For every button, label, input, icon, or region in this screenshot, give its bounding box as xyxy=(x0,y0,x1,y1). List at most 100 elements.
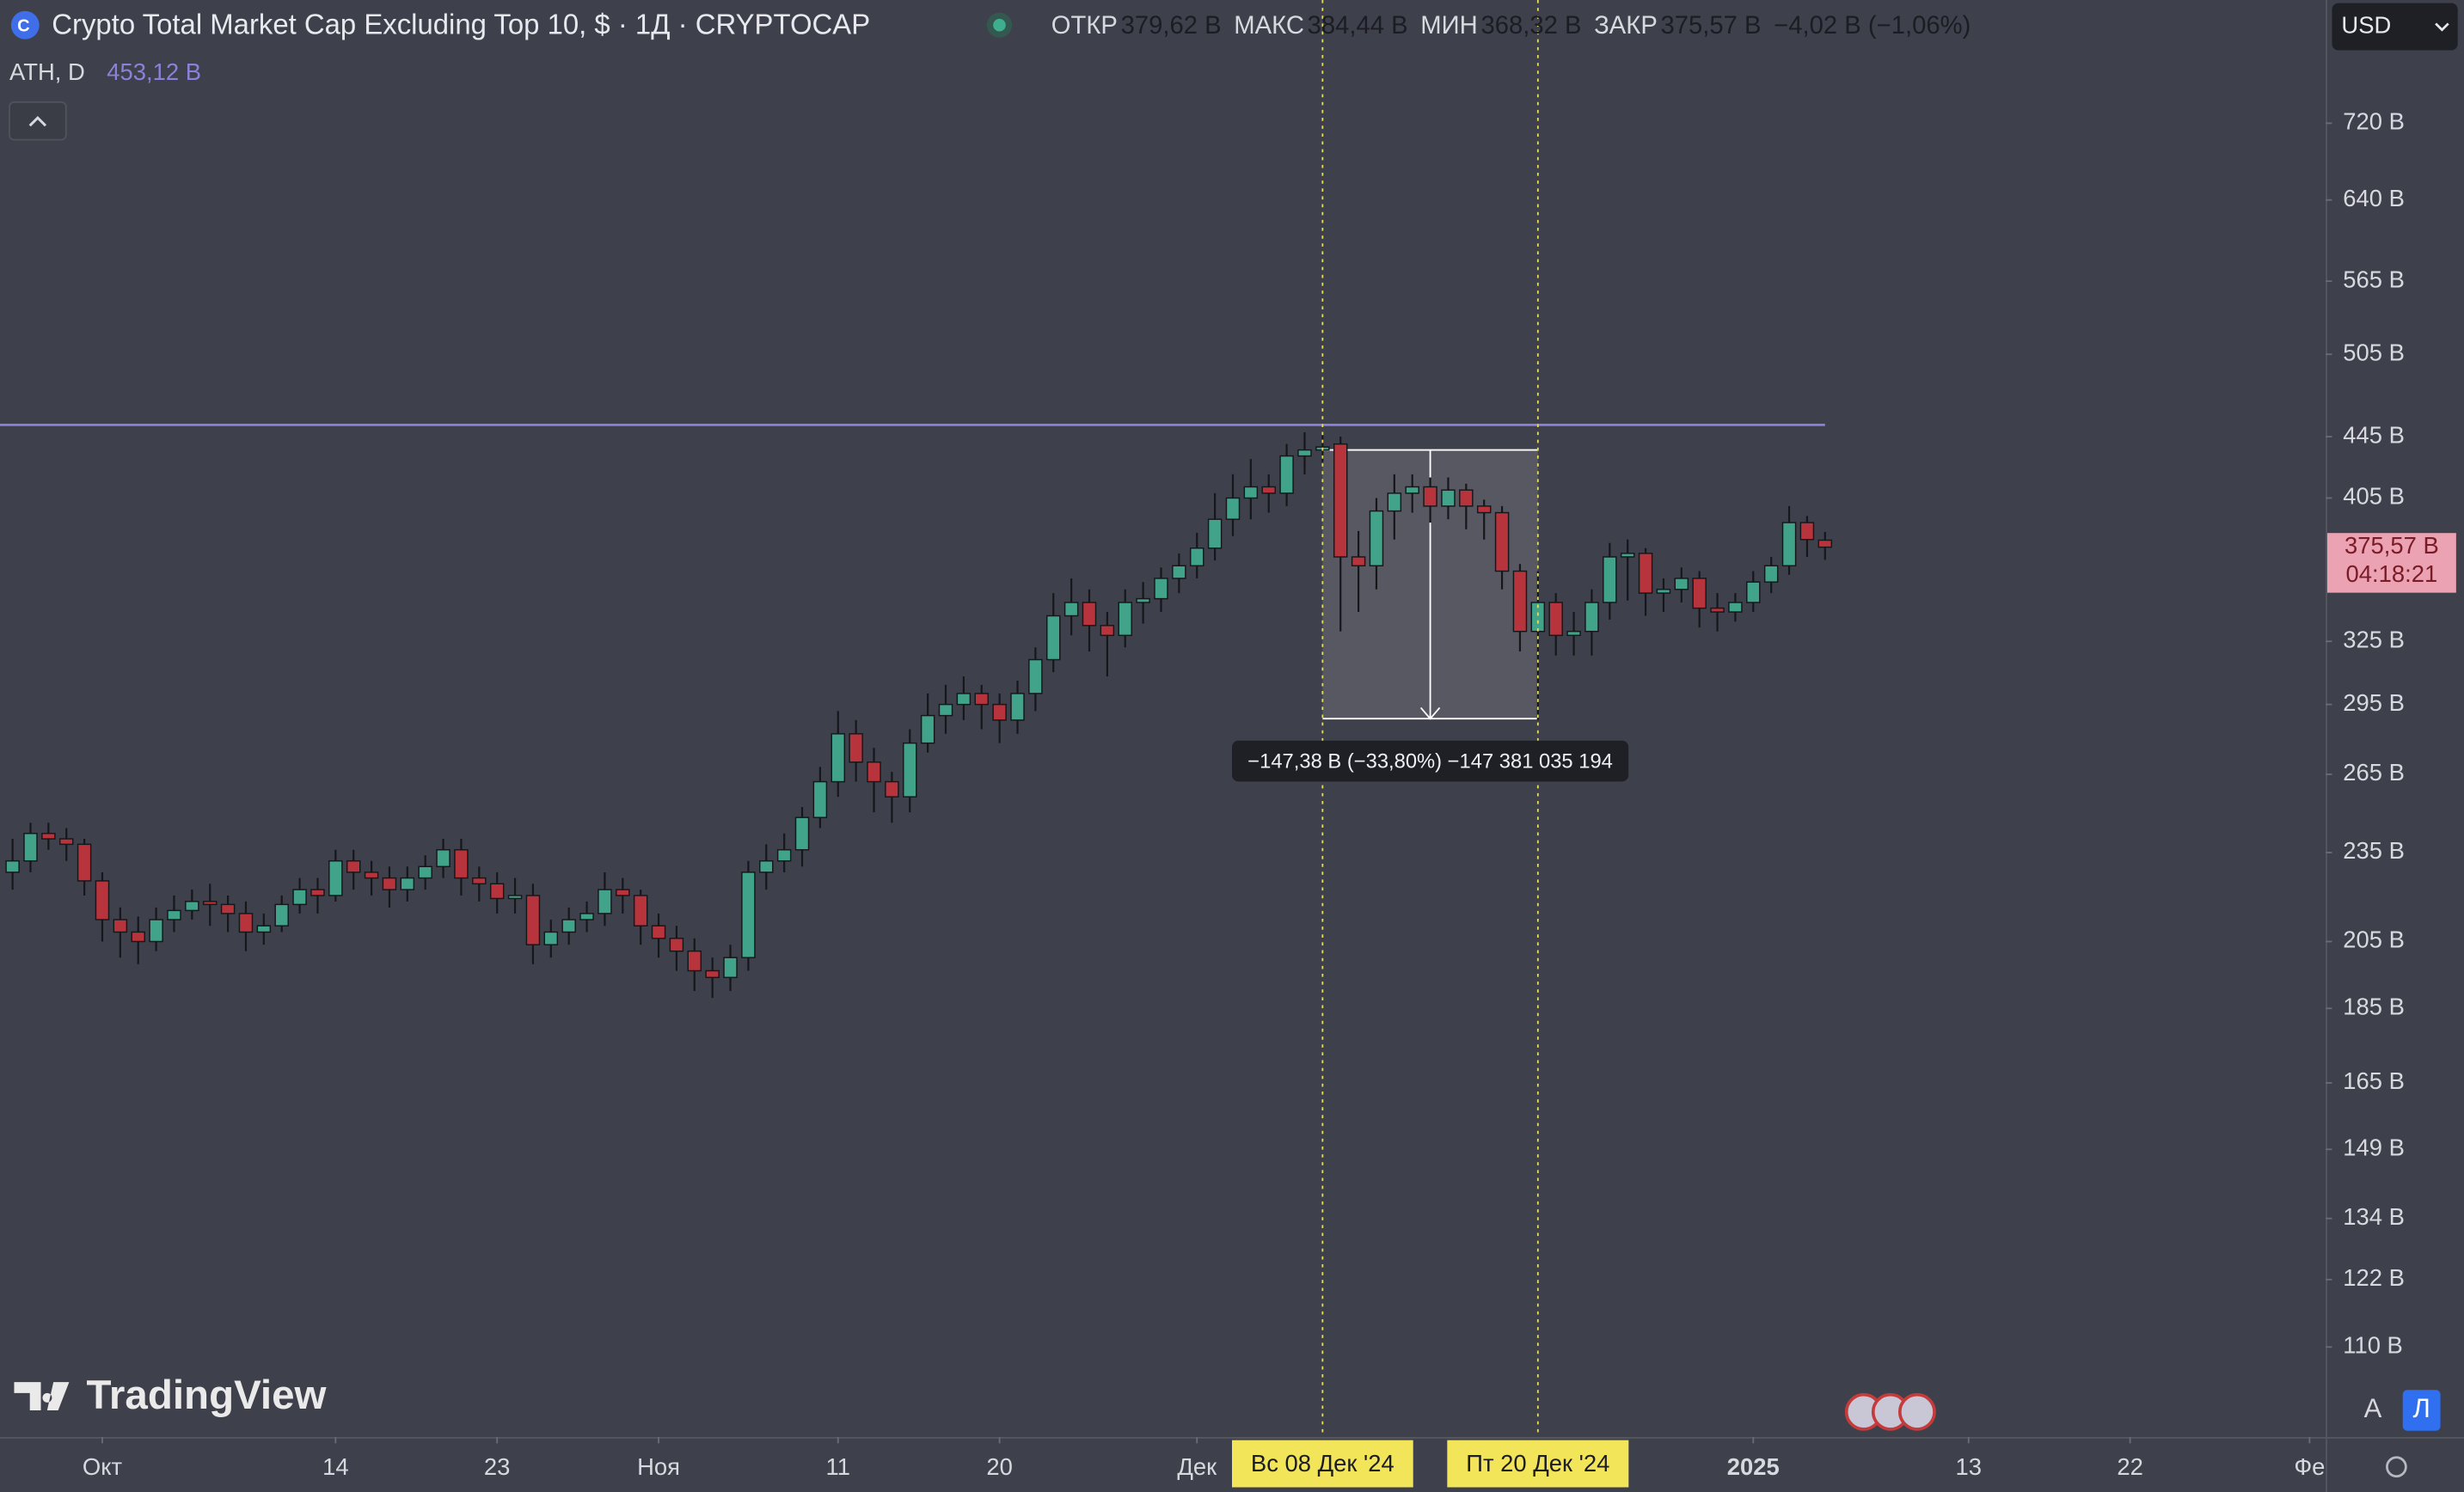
candle-body xyxy=(77,843,92,882)
candle-body xyxy=(220,903,236,914)
y-tick-label: 445 B xyxy=(2343,421,2405,448)
logo-icon xyxy=(14,1382,70,1410)
candle-body xyxy=(1351,556,1366,567)
y-tick-label: 720 B xyxy=(2343,108,2405,135)
x-tick-label: Окт xyxy=(83,1453,123,1480)
candle-body xyxy=(1656,589,1671,594)
candle-body xyxy=(974,693,990,706)
candle-body xyxy=(1423,486,1437,507)
candle-body xyxy=(489,883,505,900)
candle-body xyxy=(454,849,469,879)
auto-scale-button[interactable]: A xyxy=(2364,1393,2382,1423)
y-tick-label: 235 B xyxy=(2343,837,2405,864)
candle-body xyxy=(849,733,863,763)
candle-body xyxy=(1603,556,1617,603)
candle-body xyxy=(992,703,1007,721)
candle-body xyxy=(292,889,307,906)
crosshair-label: Вс 08 Дек '24 xyxy=(1251,1450,1394,1477)
candle-body xyxy=(867,761,881,783)
candle-body xyxy=(507,895,523,900)
legend-label: МИН xyxy=(1420,12,1477,40)
log-scale-button-bg[interactable] xyxy=(2402,1390,2441,1431)
candle-body xyxy=(382,877,397,890)
y-tick-label: 505 B xyxy=(2343,339,2405,365)
y-tick-label: 565 B xyxy=(2343,266,2405,292)
legend-value: 379,62 B xyxy=(1121,12,1222,40)
crosshair-label-bg xyxy=(1231,1440,1413,1488)
candle-body xyxy=(723,957,738,979)
measure-arrowhead xyxy=(1419,706,1441,720)
candle-body xyxy=(131,931,145,943)
candle-body xyxy=(525,895,541,945)
candle-body xyxy=(1512,570,1528,633)
candle-body xyxy=(1297,449,1312,457)
candle-body xyxy=(561,919,576,933)
candle-body xyxy=(1136,597,1150,603)
log-scale-button[interactable]: Л xyxy=(2412,1393,2430,1423)
candle-body xyxy=(1781,522,1797,567)
candle-body xyxy=(598,889,612,914)
x-tick-label: 2025 xyxy=(1727,1453,1780,1480)
x-tick-label: 20 xyxy=(986,1453,1012,1480)
currency-label: USD xyxy=(2341,11,2391,38)
chart-title: Crypto Total Market Cap Excluding Top 10… xyxy=(52,9,870,40)
candle-body xyxy=(472,877,487,885)
x-tick-label: Ноя xyxy=(637,1453,680,1480)
candle-body xyxy=(1710,607,1725,613)
candle-body xyxy=(1333,443,1348,558)
settings-icon[interactable] xyxy=(2386,1456,2407,1478)
candle-body xyxy=(1118,602,1132,637)
status-dot-core xyxy=(993,18,1006,32)
overlay: Вс 08 Дек '24 Пт 20 Дек '24 −147,38 B (−33… xyxy=(1231,0,2456,1488)
candle-body xyxy=(831,733,846,783)
candle-body xyxy=(633,895,648,926)
symbol-icon xyxy=(10,10,40,40)
candle-body xyxy=(1566,630,1581,637)
y-tick-label: 122 B xyxy=(2343,1264,2405,1291)
y-tick-label: 265 B xyxy=(2343,759,2405,786)
last-price-label: 375,57 B xyxy=(2344,532,2439,559)
collapse-button[interactable] xyxy=(9,101,67,141)
y-tick-label: 405 B xyxy=(2343,483,2405,510)
candle-body xyxy=(256,925,272,933)
candle-body xyxy=(1638,553,1653,594)
candle-body xyxy=(776,849,792,862)
candle-body xyxy=(1674,578,1689,590)
indicator-name: ATH, D xyxy=(9,58,85,85)
candle-body xyxy=(1530,602,1546,633)
candle-body xyxy=(1763,565,1779,583)
candle-body xyxy=(1100,625,1115,637)
candle-body xyxy=(956,693,972,706)
candle-body xyxy=(1189,547,1204,567)
candle-body xyxy=(167,909,181,920)
candle-body xyxy=(1584,602,1599,633)
candle-body xyxy=(812,780,828,818)
candle-body xyxy=(705,969,720,979)
candle-body xyxy=(759,859,774,873)
currency-chevron xyxy=(2435,22,2449,32)
countdown-label: 04:18:21 xyxy=(2346,560,2438,587)
indicator-value: 453,12 B xyxy=(107,58,201,85)
currency-select[interactable] xyxy=(2332,3,2458,51)
candle-body xyxy=(5,859,20,873)
candle-body xyxy=(1046,615,1061,661)
candle-body xyxy=(903,742,917,798)
x-tick-label: 14 xyxy=(322,1453,348,1480)
symbol-icon-glyph: C xyxy=(17,16,30,35)
candle-body xyxy=(1728,602,1743,613)
event-flag[interactable] xyxy=(1897,1392,1936,1431)
candle-body xyxy=(1243,486,1259,499)
x-tick-label: Фе xyxy=(2294,1453,2325,1480)
legend-change: −4,02 B (−1,06%) xyxy=(1774,12,1971,40)
candle-body xyxy=(1225,497,1241,520)
candle-body xyxy=(1692,578,1707,609)
candle-body xyxy=(1082,602,1097,627)
candle-body xyxy=(794,816,810,851)
measure-label: −147,38 B (−33,80%) −147 381 035 194 xyxy=(1247,750,1613,774)
candle-body xyxy=(1799,522,1815,541)
candle-body xyxy=(1172,565,1186,579)
candle-body xyxy=(238,913,254,933)
candle-body xyxy=(885,780,899,798)
candle-body xyxy=(1746,581,1761,603)
